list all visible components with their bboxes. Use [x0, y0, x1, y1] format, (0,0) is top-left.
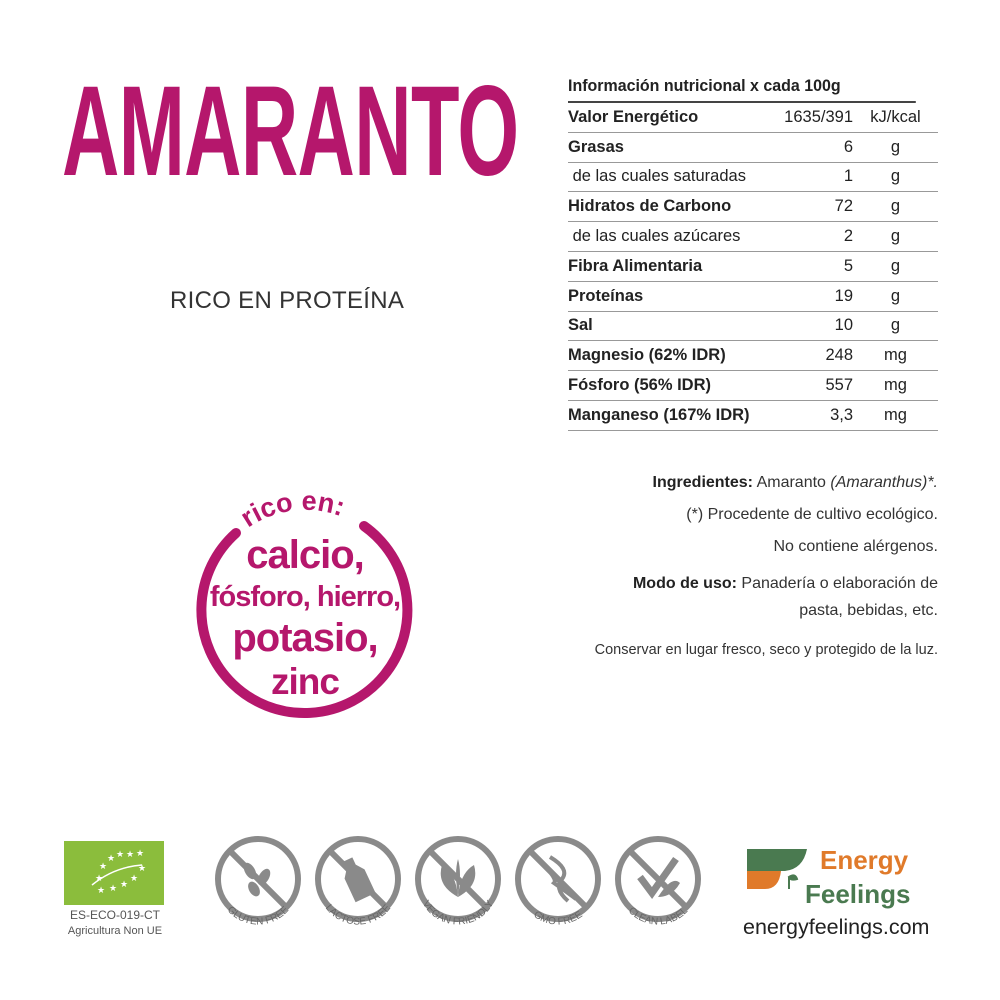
nutrient-name: Fibra Alimentaria — [568, 256, 703, 275]
brand-line1: Energy — [820, 845, 909, 875]
svg-text:★: ★ — [107, 854, 115, 864]
badge-heading: rico en: — [235, 486, 349, 533]
nutrient-unit: g — [890, 167, 901, 186]
nutrient-name: Valor Energético — [568, 107, 699, 126]
certification-vegan-friendly: VEGAN FRIENDLY — [412, 835, 504, 947]
nutrition-row: Manganeso (167% IDR) 3,3 mg — [568, 401, 938, 431]
ingredients-value: Amaranto — [756, 474, 826, 491]
usage-label: Modo de uso: — [632, 575, 737, 592]
certification-label: VEGAN FRIENDLY — [420, 899, 496, 928]
nutrient-unit: mg — [884, 346, 907, 365]
certification-label: LACTOSE FREE — [323, 902, 393, 927]
storage-note: Conservar en lugar fresco, seco y proteg… — [594, 642, 938, 658]
nutrient-name: Manganeso (167% IDR) — [568, 405, 750, 424]
nutrition-row: Sal 10 g — [568, 312, 938, 342]
nutrient-value: 10 — [834, 316, 853, 335]
nutrition-row: Grasas 6 g — [568, 133, 938, 163]
nutrient-value: 6 — [843, 137, 853, 156]
check-leaf-icon: CLEAN LABEL — [615, 836, 701, 928]
nutrient-value: 2 — [843, 227, 853, 246]
certification-gmo-free: GMO FREE — [512, 835, 604, 947]
nutrient-value: 1 — [843, 167, 853, 186]
badge-line: zinc — [271, 661, 340, 702]
eu-origin: Agricultura Non UE — [67, 925, 163, 937]
svg-text:★: ★ — [99, 862, 107, 872]
nutrient-name: Grasas — [568, 137, 624, 156]
dna-icon: GMO FREE — [515, 836, 601, 928]
nutrient-unit: g — [890, 197, 901, 216]
nutrient-unit: g — [890, 286, 901, 305]
svg-text:★: ★ — [130, 874, 138, 884]
svg-text:★: ★ — [126, 850, 134, 860]
certification-lactose-free: LACTOSE FREE — [312, 835, 404, 947]
nutrient-name: Fósforo (56% IDR) — [568, 376, 712, 395]
nutrition-row: Hidratos de Carbono 72 g — [568, 192, 938, 223]
nutrient-value: 248 — [825, 346, 853, 365]
nutrition-row: de las cuales saturadas 1 g — [568, 163, 938, 193]
nutrition-row: de las cuales azúcares 2 g — [568, 222, 938, 252]
eu-leaf-stars-icon: ★ ★ ★★★★★ ★ ★★★ — [91, 849, 146, 896]
nutrient-name: Sal — [568, 316, 593, 335]
nutrient-value: 72 — [834, 197, 853, 216]
svg-text:★: ★ — [97, 886, 105, 896]
leaf-icon: VEGAN FRIENDLY — [415, 836, 501, 928]
ingredients-latin: (Amaranthus)*. — [830, 474, 938, 491]
nutrient-value: 5 — [843, 256, 853, 275]
nutrient-value: 3,3 — [830, 405, 853, 424]
svg-text:★: ★ — [120, 880, 128, 890]
ingredients-label: Ingredientes: — [652, 474, 754, 491]
rich-in-badge: rico en: calcio, fósforo, hierro, potasi… — [195, 486, 425, 725]
nutrition-row: Proteínas 19 g — [568, 282, 938, 312]
nutrition-row: Valor Energético 1635/391 kJ/kcal — [568, 103, 938, 133]
brand-url: energyfeelings.com — [743, 915, 930, 939]
usage-text: Panadería o elaboración de — [741, 575, 938, 592]
badge-line: calcio, — [246, 533, 365, 577]
nutrient-name: Magnesio (62% IDR) — [568, 346, 726, 365]
nutrient-value: 19 — [834, 286, 853, 305]
nutrition-row: Magnesio (62% IDR) 248 mg — [568, 341, 938, 372]
certification-label: GMO FREE — [531, 909, 584, 927]
nutrient-value: 557 — [825, 376, 853, 395]
svg-text:★: ★ — [116, 850, 124, 860]
nutrient-unit: mg — [884, 376, 907, 395]
nutrient-unit: g — [890, 227, 901, 246]
usage: Modo de uso: Panadería o elaboración de — [633, 575, 938, 593]
wheat-icon: GLUTEN FREE — [215, 836, 301, 928]
badge-line: potasio, — [232, 616, 378, 660]
nutrient-unit: g — [890, 137, 901, 156]
nutrient-name: de las cuales saturadas — [568, 167, 746, 186]
brand-mark-icon — [747, 849, 807, 889]
brand-logo: Energy Feelings energyfeelings.com — [743, 845, 945, 945]
ingredients: Ingredientes: Amaranto (Amaranthus)*. — [653, 474, 938, 492]
nutrient-unit: g — [890, 316, 901, 335]
nutrition-row: Fósforo (56% IDR) 557 mg — [568, 371, 938, 401]
nutrient-unit: mg — [884, 405, 907, 424]
nutrient-name: de las cuales azúcares — [568, 227, 741, 246]
eu-code: ES-ECO-019-CT — [69, 908, 161, 922]
bottle-icon: LACTOSE FREE — [315, 836, 401, 928]
svg-text:★: ★ — [109, 884, 117, 894]
nutrient-unit: kJ/kcal — [870, 107, 921, 126]
product-title: AMARANTO — [62, 60, 519, 203]
nutrition-table: Información nutricional x cada 100g Valo… — [568, 76, 938, 431]
product-subtitle: RICO EN PROTEÍNA — [170, 287, 405, 314]
nutrient-name: Proteínas — [568, 286, 644, 305]
nutrient-value: 1635/391 — [784, 107, 853, 126]
nutrition-title: Información nutricional x cada 100g — [568, 76, 916, 103]
nutrient-name: Hidratos de Carbono — [568, 197, 732, 216]
nutrition-row: Fibra Alimentaria 5 g — [568, 252, 938, 282]
nutrient-unit: g — [890, 256, 901, 275]
svg-text:★: ★ — [138, 864, 146, 874]
usage-text-2: pasta, bebidas, etc. — [799, 602, 938, 619]
svg-text:★: ★ — [136, 849, 144, 859]
certification-label: GLUTEN FREE — [225, 904, 291, 927]
certification-gluten-free: GLUTEN FREE — [212, 835, 304, 947]
eu-organic-logo: ★ ★ ★ ★ ★ ★ ★ ★ ★ ★ ★ — [64, 841, 164, 905]
certification-clean-label: CLEAN LABEL — [612, 835, 704, 947]
allergens-note: No contiene alérgenos. — [773, 538, 938, 555]
badge-line: fósforo, hierro, — [209, 581, 401, 613]
brand-line2: Feelings — [805, 879, 911, 909]
organic-note: (*) Procedente de cultivo ecológico. — [686, 506, 938, 523]
